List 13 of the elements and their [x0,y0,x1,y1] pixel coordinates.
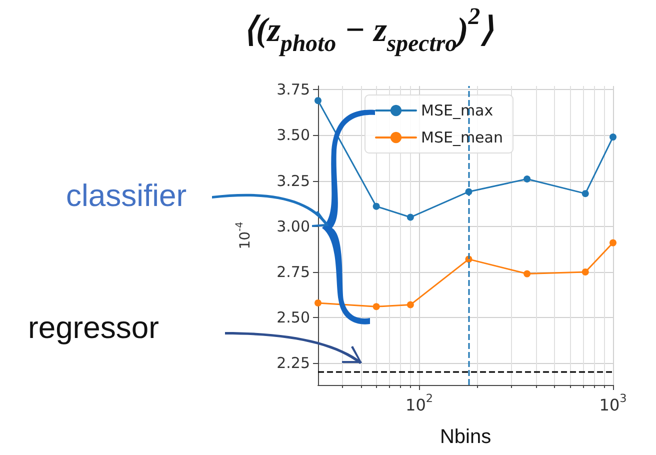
legend-label: MSE_mean [421,128,503,146]
y-tick-label: 3.25 [276,172,310,190]
legend-label: MSE_max [421,102,494,120]
y-tick-label: 3.75 [276,80,310,99]
y-tick-label: 3.00 [276,217,310,236]
text: classifier [66,178,187,213]
y-tick-label: 3.50 [276,126,310,144]
y-axis-title: 10-4 [234,222,254,250]
text: regressor [28,310,159,345]
y-tick-label: 2.25 [276,354,310,372]
y-tick-label: 2.50 [276,308,310,327]
x-axis-title: Nbins [440,426,492,448]
y-tick-label: 2.75 [276,262,310,281]
